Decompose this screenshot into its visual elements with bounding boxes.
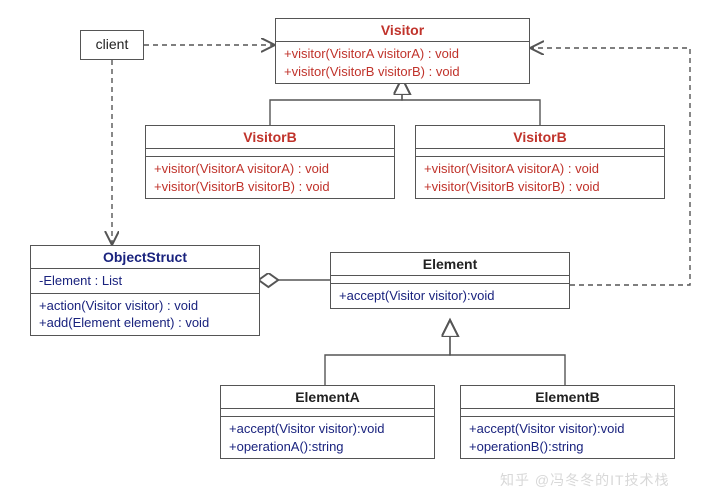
member-line: +visitor(VisitorA visitorA) : void — [424, 160, 656, 178]
member-line: +operationB():string — [469, 438, 666, 456]
member-line: +accept(Visitor visitor):void — [339, 287, 561, 305]
class-title: VisitorB — [416, 126, 664, 149]
class-visitor: Visitor+visitor(VisitorA visitorA) : voi… — [275, 18, 530, 84]
class-section — [221, 409, 434, 417]
edge-elementB-element — [450, 320, 565, 385]
class-section: +accept(Visitor visitor):void — [331, 284, 569, 308]
edge-visitorB1-visitor — [270, 78, 402, 125]
class-title: VisitorB — [146, 126, 394, 149]
class-elementA: ElementA +accept(Visitor visitor):void+op… — [220, 385, 435, 459]
class-visitorB-left: VisitorB +visitor(VisitorA visitorA) : vo… — [145, 125, 395, 199]
member-line: +visitor(VisitorB visitorB) : void — [154, 178, 386, 196]
method-line: +action(Visitor visitor) : void — [39, 297, 251, 315]
member-line: +visitor(VisitorA visitorA) : void — [284, 45, 521, 63]
method-line: +add(Element element) : void — [39, 314, 251, 332]
class-element: Element +accept(Visitor visitor):void — [330, 252, 570, 309]
class-title: ElementA — [221, 386, 434, 409]
member-line: +visitor(VisitorB visitorB) : void — [284, 63, 521, 81]
client-box: client — [80, 30, 144, 60]
edge-visitorB2-visitor — [402, 78, 540, 125]
edge-elementA-element — [325, 320, 450, 385]
class-methods: +action(Visitor visitor) : void+add(Elem… — [31, 294, 259, 335]
member-line: +operationA():string — [229, 438, 426, 456]
member-line: +visitor(VisitorA visitorA) : void — [154, 160, 386, 178]
client-label: client — [81, 31, 143, 57]
member-line: +accept(Visitor visitor):void — [469, 420, 666, 438]
member-line: +visitor(VisitorB visitorB) : void — [424, 178, 656, 196]
class-visitorB-right: VisitorB +visitor(VisitorA visitorA) : vo… — [415, 125, 665, 199]
class-section: +accept(Visitor visitor):void+operationA… — [221, 417, 434, 458]
class-section — [461, 409, 674, 417]
class-section: +accept(Visitor visitor):void+operationB… — [461, 417, 674, 458]
class-title: ElementB — [461, 386, 674, 409]
class-elementB: ElementB +accept(Visitor visitor):void+op… — [460, 385, 675, 459]
attr-line: -Element : List — [39, 272, 251, 290]
class-title: Element — [331, 253, 569, 276]
class-title: ObjectStruct — [31, 246, 259, 269]
class-section — [146, 149, 394, 157]
class-section: +visitor(VisitorA visitorA) : void+visit… — [416, 157, 664, 198]
watermark-text: 知乎 @冯冬冬的IT技术栈 — [500, 470, 670, 490]
class-section — [331, 276, 569, 284]
class-title: Visitor — [276, 19, 529, 42]
class-objectstruct: ObjectStruct -Element : List +action(Visit… — [30, 245, 260, 336]
class-section: +visitor(VisitorA visitorA) : void+visit… — [276, 42, 529, 83]
class-section: +visitor(VisitorA visitorA) : void+visit… — [146, 157, 394, 198]
member-line: +accept(Visitor visitor):void — [229, 420, 426, 438]
class-attrs: -Element : List — [31, 269, 259, 294]
class-section — [416, 149, 664, 157]
